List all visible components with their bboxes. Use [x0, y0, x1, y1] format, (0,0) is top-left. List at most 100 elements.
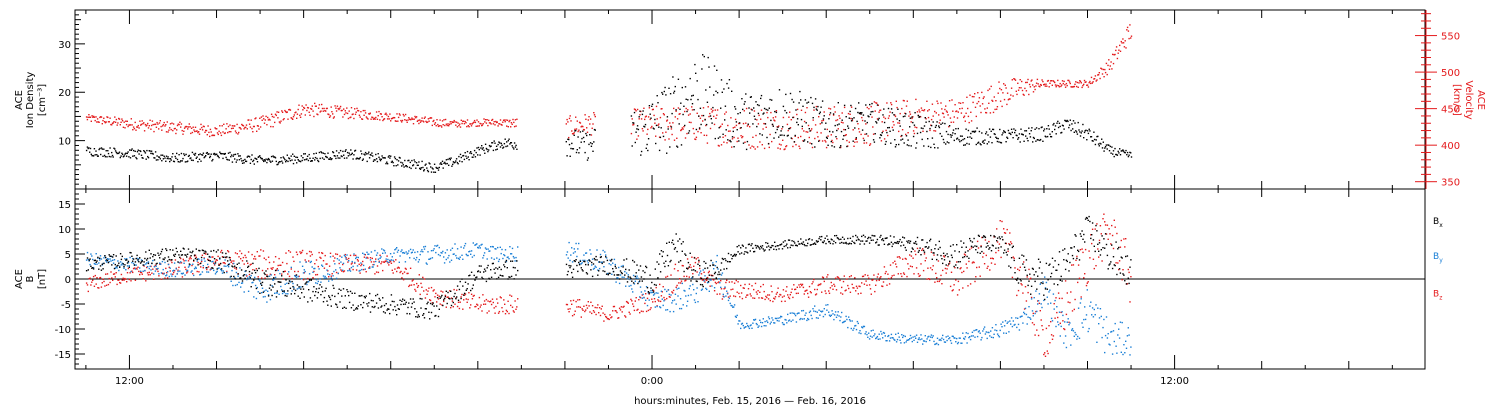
data-point-velocity: [682, 128, 684, 130]
data-point-velocity: [364, 109, 366, 112]
data-point-bz: [916, 247, 919, 250]
data-point-bz: [947, 265, 949, 267]
data-point-by: [1036, 310, 1038, 313]
data-point-by: [610, 264, 612, 266]
data-point-velocity: [186, 126, 188, 128]
data-point-by: [118, 269, 120, 272]
data-point-velocity: [1079, 80, 1081, 82]
data-point-velocity: [876, 102, 878, 104]
data-point-bz: [222, 262, 224, 264]
data-point-velocity: [916, 111, 919, 113]
data-point-velocity: [1030, 80, 1032, 82]
data-point-ion-density: [504, 138, 506, 140]
data-point-velocity: [875, 102, 877, 104]
data-point-by: [240, 286, 242, 288]
data-point-ion-density: [251, 154, 253, 156]
data-point-velocity: [374, 118, 376, 120]
data-point-bz: [289, 251, 292, 253]
data-point-velocity: [458, 124, 460, 127]
data-point-by: [506, 256, 508, 259]
data-point-bz: [327, 270, 329, 272]
data-point-bz: [970, 247, 973, 249]
data-point-ion-density: [252, 160, 254, 163]
data-point-ion-density: [182, 157, 184, 160]
data-point-by: [918, 337, 920, 339]
data-point-ion-density: [708, 66, 710, 68]
data-point-bz: [231, 260, 233, 262]
data-point-ion-density: [687, 132, 690, 134]
data-point-velocity: [108, 121, 110, 123]
data-point-ion-density: [828, 118, 830, 120]
data-point-by: [1127, 327, 1129, 329]
data-point-velocity: [120, 121, 122, 123]
data-point-bz: [97, 287, 99, 289]
data-point-velocity: [247, 119, 249, 121]
data-point-bz: [595, 313, 597, 316]
data-point-by: [895, 333, 897, 335]
data-point-by: [915, 334, 918, 336]
data-point-ion-density: [139, 150, 141, 152]
data-point-bz: [95, 283, 97, 285]
data-point-ion-density: [92, 154, 94, 157]
data-point-ion-density: [676, 145, 678, 147]
data-point-velocity: [647, 128, 649, 131]
data-point-by: [1073, 335, 1075, 337]
data-point-by: [168, 275, 170, 278]
data-point-bz: [918, 275, 920, 277]
data-point-by: [1093, 308, 1095, 311]
data-point-velocity: [796, 113, 798, 116]
data-point-by: [91, 255, 93, 257]
data-point-velocity: [298, 104, 300, 106]
data-point-by: [1035, 290, 1037, 292]
data-point-ion-density: [861, 129, 864, 131]
data-point-velocity: [514, 119, 517, 121]
data-point-by: [189, 263, 191, 266]
data-point-velocity: [1119, 44, 1121, 47]
data-point-velocity: [774, 120, 776, 122]
data-point-velocity: [691, 106, 693, 108]
data-point-by: [441, 252, 443, 254]
data-point-bz: [949, 285, 952, 288]
data-point-by: [287, 293, 289, 295]
data-point-by: [435, 251, 437, 254]
data-point-by: [184, 274, 186, 276]
data-point-bz: [1045, 327, 1048, 330]
data-point-ion-density: [1035, 140, 1037, 142]
data-point-velocity: [179, 121, 181, 123]
data-point-bz: [679, 278, 681, 280]
data-point-velocity: [276, 111, 278, 113]
data-point-ion-density: [209, 156, 211, 159]
data-point-by: [664, 288, 666, 291]
data-point-ion-density: [1113, 155, 1115, 158]
data-point-ion-density: [752, 123, 754, 125]
data-point-velocity: [1090, 82, 1092, 85]
data-point-bz: [936, 277, 938, 279]
data-point-bz: [196, 270, 198, 273]
data-point-velocity: [771, 140, 773, 143]
data-point-ion-density: [956, 138, 958, 140]
data-point-ion-density: [731, 90, 733, 92]
data-point-ion-density: [994, 133, 996, 136]
data-point-ion-density: [787, 134, 789, 137]
data-point-velocity: [1055, 86, 1057, 88]
data-point-ion-density: [713, 65, 716, 67]
data-point-bz: [963, 253, 966, 255]
data-point-by: [862, 325, 865, 328]
data-point-ion-density: [242, 159, 245, 162]
data-point-by: [200, 259, 203, 261]
data-point-by: [578, 263, 581, 265]
data-point-by: [836, 314, 839, 316]
data-point-velocity: [1025, 90, 1028, 92]
data-point-velocity: [907, 132, 909, 134]
data-point-bz: [776, 291, 778, 294]
data-point-ion-density: [917, 114, 919, 117]
data-point-velocity: [687, 109, 689, 111]
data-point-velocity: [586, 127, 588, 129]
data-point-ion-density: [300, 155, 303, 157]
data-point-bz: [645, 310, 648, 313]
data-point-velocity: [497, 125, 499, 127]
data-point-velocity: [119, 124, 121, 126]
data-point-ion-density: [666, 152, 668, 154]
data-point-velocity: [132, 126, 135, 128]
data-point-ion-density: [147, 157, 150, 159]
